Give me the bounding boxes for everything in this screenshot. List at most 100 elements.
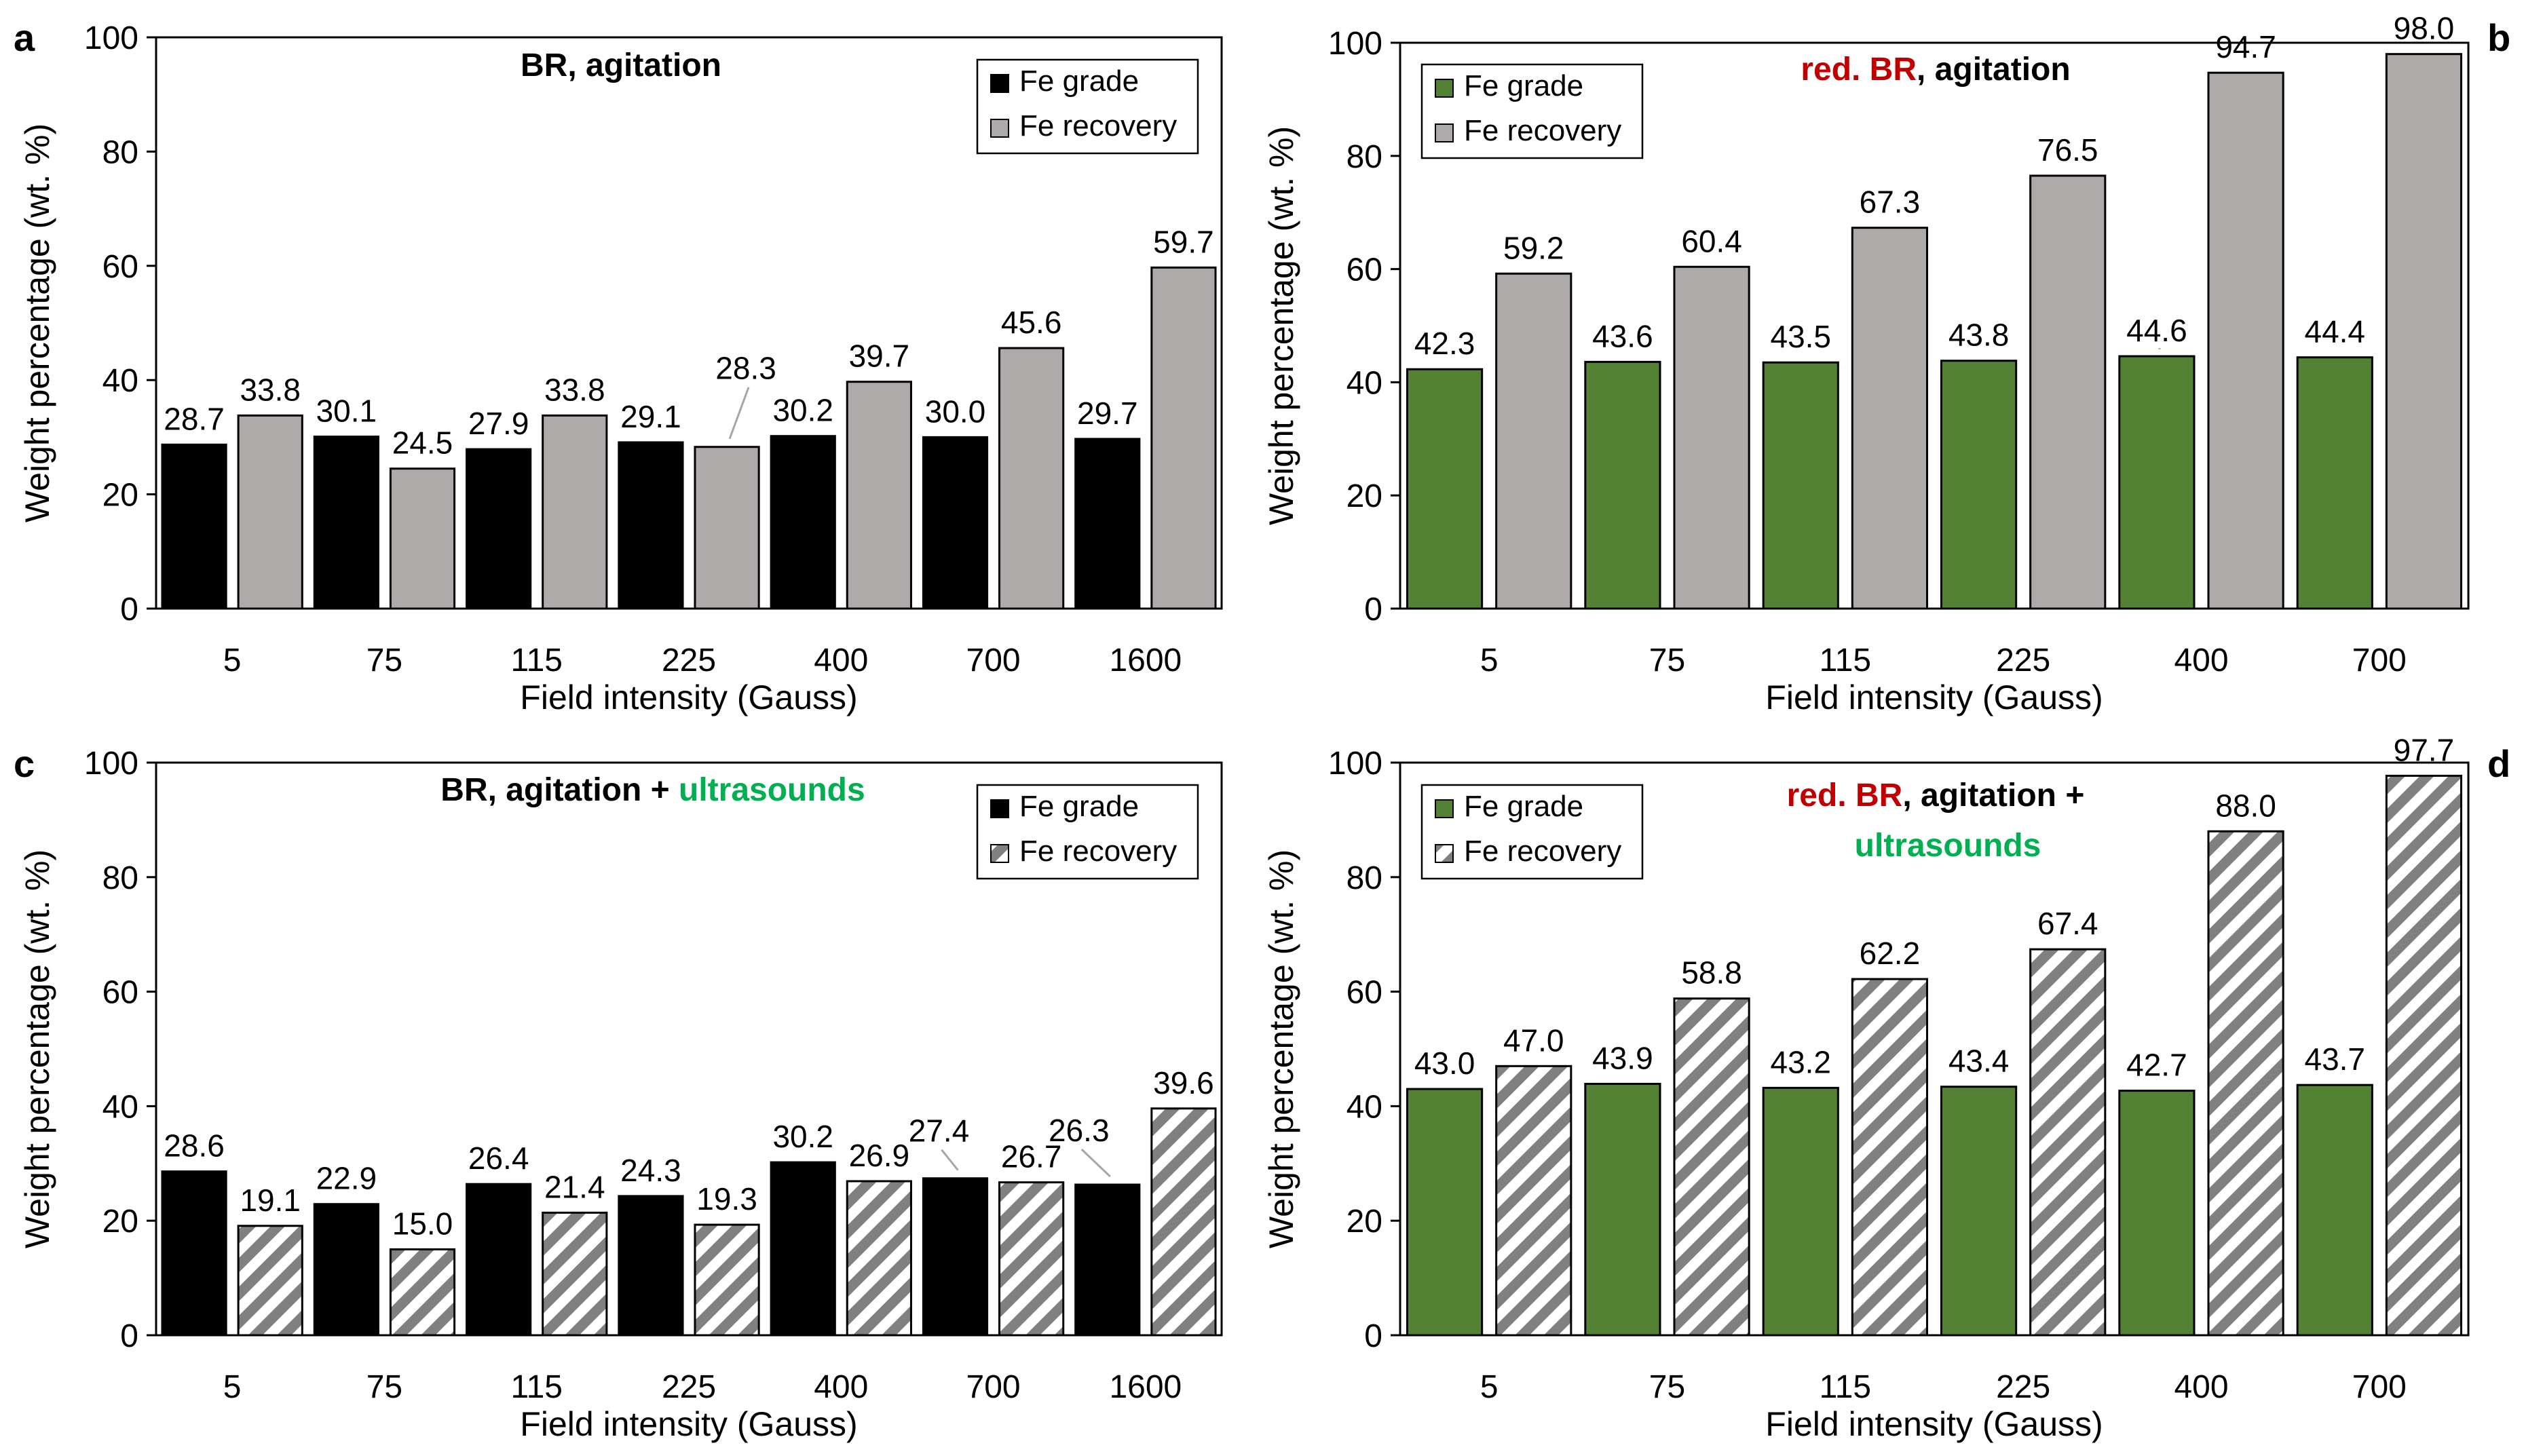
bar-fe-recovery	[2207, 830, 2284, 1337]
legend-swatch	[1435, 799, 1454, 818]
bar-fe-grade	[1406, 1088, 1484, 1337]
bar-fe-grade	[1074, 1183, 1141, 1337]
plot-frame	[155, 36, 1223, 610]
data-label: 19.3	[696, 1181, 757, 1216]
chart-title: ultrasounds	[1855, 828, 2041, 864]
bar-fe-grade	[618, 1195, 684, 1337]
x-tick-label: 1600	[1109, 1369, 1182, 1405]
chart-title: BR, agitation + ultrasounds	[440, 772, 865, 808]
chart-title: red. BR, agitation	[1801, 52, 2070, 88]
bar-fe-recovery	[694, 1223, 760, 1337]
bar-fe-grade	[1940, 360, 2018, 610]
data-label: 39.7	[849, 339, 910, 374]
leader-line	[1080, 1148, 1111, 1178]
y-axis-label: Weight percentage (wt. %)	[18, 123, 56, 522]
bar-fe-recovery	[1851, 227, 1929, 610]
x-tick-label: 115	[510, 643, 563, 678]
data-label: 33.8	[544, 372, 605, 407]
bar-fe-grade	[2118, 355, 2196, 610]
data-label: 26.4	[468, 1141, 529, 1176]
data-label: 26.7	[1001, 1139, 1062, 1174]
data-label: 30.0	[925, 394, 986, 429]
panel-letter: b	[2487, 16, 2510, 59]
legend-swatch	[990, 74, 1009, 93]
y-tick-label: 0	[1364, 1318, 1382, 1354]
x-tick-label: 75	[366, 1369, 402, 1405]
y-tick-label: 0	[1364, 592, 1382, 628]
y-tick-label: 80	[1346, 860, 1382, 896]
y-tick-label: 40	[102, 1089, 138, 1125]
data-label: 28.7	[164, 401, 225, 436]
y-tick-label: 80	[102, 860, 138, 896]
y-tick-label: 40	[102, 363, 138, 399]
legend-label: Fe grade	[1019, 64, 1139, 98]
leader-line	[728, 387, 750, 440]
data-label: 29.1	[620, 399, 681, 434]
bar-fe-recovery	[1495, 1065, 1572, 1337]
legend-label: Fe grade	[1019, 790, 1139, 823]
x-axis-label: Field intensity (Gauss)	[520, 678, 857, 716]
bar-fe-grade	[2296, 356, 2373, 610]
y-axis-label: Weight percentage (wt. %)	[1262, 849, 1300, 1248]
data-label: 43.5	[1770, 319, 1831, 354]
bar-fe-grade	[1584, 1082, 1661, 1337]
data-label: 43.8	[1948, 318, 2010, 353]
data-label: 98.0	[2394, 11, 2455, 46]
bar-fe-recovery	[237, 1225, 303, 1337]
legend-swatch	[1435, 123, 1454, 142]
bar-fe-recovery	[2207, 71, 2284, 610]
x-tick-label: 700	[2352, 1369, 2407, 1405]
legend-swatch	[990, 799, 1009, 818]
x-tick-label: 700	[2352, 643, 2407, 678]
bar-fe-recovery	[237, 414, 303, 610]
y-tick-label: 60	[102, 975, 138, 1011]
legend-frame	[1420, 784, 1644, 880]
data-label: 58.8	[1681, 955, 1742, 991]
legend-swatch	[1435, 79, 1454, 98]
legend-label: Fe recovery	[1464, 835, 1621, 868]
data-label: 97.7	[2394, 732, 2455, 767]
bar-fe-grade	[313, 436, 379, 610]
data-label: 28.6	[164, 1128, 225, 1164]
data-label: 27.9	[468, 406, 529, 441]
bar-fe-recovery	[846, 381, 912, 610]
bar-fe-recovery	[1150, 1107, 1217, 1337]
data-label: 30.2	[772, 393, 833, 428]
chart-title: BR, agitation	[521, 47, 721, 83]
data-label: 43.4	[1948, 1043, 2010, 1079]
y-axis-label: Weight percentage (wt. %)	[18, 849, 56, 1248]
x-tick-label: 400	[814, 643, 868, 678]
x-tick-label: 400	[2174, 643, 2228, 678]
data-label: 43.9	[1592, 1040, 1653, 1075]
legend-label: Fe grade	[1464, 790, 1583, 823]
bar-fe-recovery	[542, 414, 608, 610]
bar-fe-grade	[770, 435, 836, 610]
chart-title-part: BR, agitation +	[440, 772, 679, 808]
x-axis-label: Field intensity (Gauss)	[1765, 1405, 2103, 1443]
x-tick-label: 5	[223, 643, 242, 678]
y-tick-label: 60	[1346, 252, 1382, 288]
bar-fe-recovery	[2029, 948, 2107, 1337]
leader-line	[941, 1149, 959, 1171]
chart-root: a 0 20 40 60 80 100 5 28.7 33.8 75 30.1 24.5 115 27.9 3…	[14, 11, 2510, 1443]
x-tick-label: 700	[966, 1369, 1021, 1405]
data-label: 28.3	[715, 351, 776, 386]
plot-frame	[1399, 41, 2470, 610]
bar-fe-recovery	[1150, 266, 1217, 610]
bar-fe-grade	[466, 1183, 532, 1337]
x-tick-label: 115	[510, 1369, 563, 1405]
legend: Fe grade Fe recovery	[1420, 63, 1644, 159]
bar-fe-recovery	[846, 1180, 912, 1337]
data-label: 44.4	[2304, 314, 2365, 349]
bar-fe-recovery	[2029, 174, 2107, 610]
legend: Fe grade Fe recovery	[976, 784, 1199, 880]
x-tick-label: 400	[2174, 1369, 2228, 1405]
legend: Fe grade Fe recovery	[1420, 784, 1644, 880]
data-label: 76.5	[2037, 132, 2098, 168]
data-label: 26.3	[1049, 1113, 1110, 1148]
legend-frame	[976, 784, 1199, 880]
y-tick-label: 100	[84, 20, 138, 56]
x-tick-label: 5	[1480, 1369, 1499, 1405]
data-label: 43.2	[1770, 1044, 1831, 1079]
